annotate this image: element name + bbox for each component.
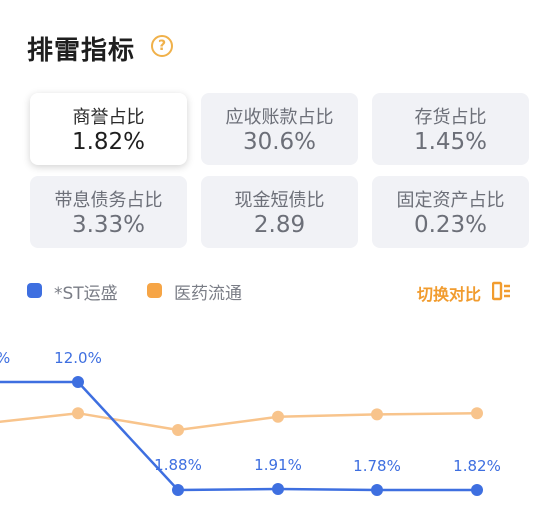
data-label-st-yunsheng: 1.88% (154, 456, 202, 474)
data-point-pharma-distribution (172, 424, 184, 436)
metric-value: 30.6% (242, 129, 317, 155)
metric-card[interactable]: 应收账款占比 30.6% (201, 93, 358, 165)
switch-compare-button[interactable]: 切换对比 (417, 285, 482, 304)
series-line-pharma-distribution (0, 411, 478, 432)
legend-label-pharma-distribution[interactable]: 医药流通 (174, 284, 242, 304)
data-point-pharma-distribution (272, 410, 284, 423)
data-point-st-yunsheng (471, 484, 483, 496)
switch-compare-icon[interactable] (492, 280, 512, 302)
data-label-st-yunsheng: 1.78% (353, 457, 401, 475)
page-title: 排雷指标 (27, 36, 136, 66)
legend-label-st-yunsheng[interactable]: *ST运盛 (54, 284, 118, 304)
data-point-st-yunsheng (72, 376, 84, 388)
legend-dot-pharma-distribution (147, 283, 162, 298)
data-point-st-yunsheng (272, 483, 284, 495)
metric-label: 固定资产占比 (396, 190, 505, 211)
metric-card[interactable]: 存货占比 1.45% (372, 93, 529, 165)
metric-card[interactable]: 商誉占比 1.82% (30, 93, 187, 165)
metric-label: 应收账款占比 (225, 107, 334, 128)
data-label-st-yunsheng: 1.82% (453, 457, 501, 475)
metric-label: 存货占比 (414, 107, 487, 128)
metric-card[interactable]: 带息债务占比 3.33% (30, 176, 187, 248)
data-point-st-yunsheng (172, 484, 184, 496)
metric-card[interactable]: 固定资产占比 0.23% (372, 176, 529, 248)
metric-value: 0.23% (413, 212, 488, 238)
metric-label: 商誉占比 (72, 107, 145, 128)
data-label-st-yunsheng: 12.0% (54, 349, 102, 367)
data-point-pharma-distribution (371, 408, 383, 421)
data-label-st-yunsheng: 1.91% (254, 456, 302, 474)
metric-value: 3.33% (71, 212, 146, 238)
help-icon[interactable]: ? (151, 35, 173, 57)
metric-value: 1.45% (413, 129, 488, 155)
metric-label: 现金短债比 (234, 190, 325, 211)
metric-value: 2.89 (253, 212, 306, 238)
line-chart: % 12.0% 1.88% 1.91% 1.78% 1.82% (0, 349, 501, 496)
metric-card[interactable]: 现金短债比 2.89 (201, 176, 358, 248)
data-point-pharma-distribution (471, 407, 483, 420)
data-point-st-yunsheng (371, 484, 383, 496)
data-point-pharma-distribution (72, 407, 84, 420)
metric-label: 带息债务占比 (54, 190, 163, 211)
data-label-st-yunsheng: % (0, 349, 10, 367)
series-line-st-yunsheng (0, 380, 477, 492)
metric-value: 1.82% (71, 129, 146, 155)
legend-dot-st-yunsheng (27, 283, 42, 298)
